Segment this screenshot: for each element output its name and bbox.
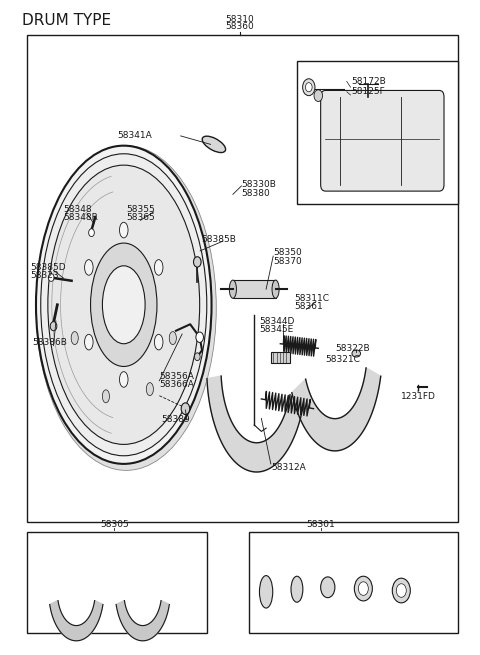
Text: DRUM TYPE: DRUM TYPE [22, 12, 111, 28]
Text: 58312A: 58312A [271, 462, 306, 472]
Ellipse shape [229, 280, 237, 298]
Circle shape [354, 576, 372, 601]
Circle shape [392, 578, 410, 603]
Circle shape [48, 274, 54, 282]
Ellipse shape [71, 331, 78, 345]
Ellipse shape [291, 576, 303, 602]
Ellipse shape [155, 259, 163, 275]
Text: 58311C: 58311C [295, 294, 330, 303]
Text: 58341A: 58341A [118, 132, 152, 140]
Polygon shape [116, 601, 169, 641]
Ellipse shape [169, 331, 176, 345]
Ellipse shape [84, 334, 93, 350]
Polygon shape [292, 368, 381, 451]
Ellipse shape [36, 145, 216, 470]
Ellipse shape [321, 577, 335, 597]
Ellipse shape [202, 136, 226, 153]
Bar [26, 35, 458, 522]
Text: 58350: 58350 [273, 248, 302, 257]
Ellipse shape [260, 576, 273, 608]
Text: 58301: 58301 [306, 521, 335, 529]
Ellipse shape [84, 259, 93, 275]
Bar [250, 532, 458, 633]
Text: 58125F: 58125F [351, 87, 385, 96]
Text: 58172B: 58172B [351, 77, 386, 86]
Circle shape [196, 332, 204, 343]
Circle shape [50, 322, 57, 331]
Circle shape [194, 353, 200, 361]
Circle shape [89, 229, 95, 236]
Ellipse shape [155, 334, 163, 350]
Ellipse shape [48, 165, 200, 444]
Text: 58355: 58355 [126, 205, 155, 214]
FancyBboxPatch shape [321, 90, 444, 191]
Ellipse shape [352, 350, 360, 357]
Text: 58385B: 58385B [201, 234, 236, 244]
Circle shape [193, 257, 201, 267]
Polygon shape [207, 376, 303, 472]
Ellipse shape [36, 145, 212, 464]
Bar [233, 280, 276, 298]
Text: 58360: 58360 [226, 22, 254, 31]
Text: 58365: 58365 [126, 214, 155, 222]
Text: 58361: 58361 [295, 302, 324, 311]
Text: 58310: 58310 [226, 15, 254, 24]
Circle shape [359, 582, 368, 595]
Ellipse shape [41, 154, 207, 456]
Text: 58366A: 58366A [159, 380, 194, 389]
Text: 1231FD: 1231FD [401, 392, 436, 402]
Text: 58380: 58380 [241, 189, 270, 198]
Text: 58322B: 58322B [335, 344, 370, 353]
Ellipse shape [91, 243, 157, 366]
Circle shape [314, 90, 323, 102]
Text: 58385D: 58385D [30, 263, 66, 272]
Ellipse shape [272, 280, 279, 298]
Text: 58370: 58370 [273, 257, 302, 266]
Text: 58321C: 58321C [325, 356, 360, 364]
Bar [271, 352, 290, 364]
Ellipse shape [102, 390, 109, 403]
Circle shape [181, 403, 190, 415]
Bar [26, 532, 207, 633]
Ellipse shape [102, 266, 145, 344]
Text: 58348: 58348 [63, 205, 92, 214]
Bar [297, 61, 458, 204]
Ellipse shape [146, 383, 154, 396]
Text: 58386B: 58386B [33, 338, 68, 347]
Text: 58344D: 58344D [259, 316, 294, 326]
Circle shape [302, 79, 315, 96]
Text: 58348R: 58348R [63, 214, 98, 222]
Polygon shape [50, 601, 103, 641]
Circle shape [305, 83, 312, 92]
Text: 58389: 58389 [162, 415, 191, 424]
Ellipse shape [120, 371, 128, 387]
Text: 58323: 58323 [30, 271, 59, 280]
Text: 58330B: 58330B [241, 180, 276, 189]
Text: 58305: 58305 [100, 521, 129, 529]
Ellipse shape [120, 222, 128, 238]
Circle shape [396, 584, 406, 597]
Text: 58345E: 58345E [259, 325, 293, 334]
Text: 58356A: 58356A [159, 371, 194, 381]
